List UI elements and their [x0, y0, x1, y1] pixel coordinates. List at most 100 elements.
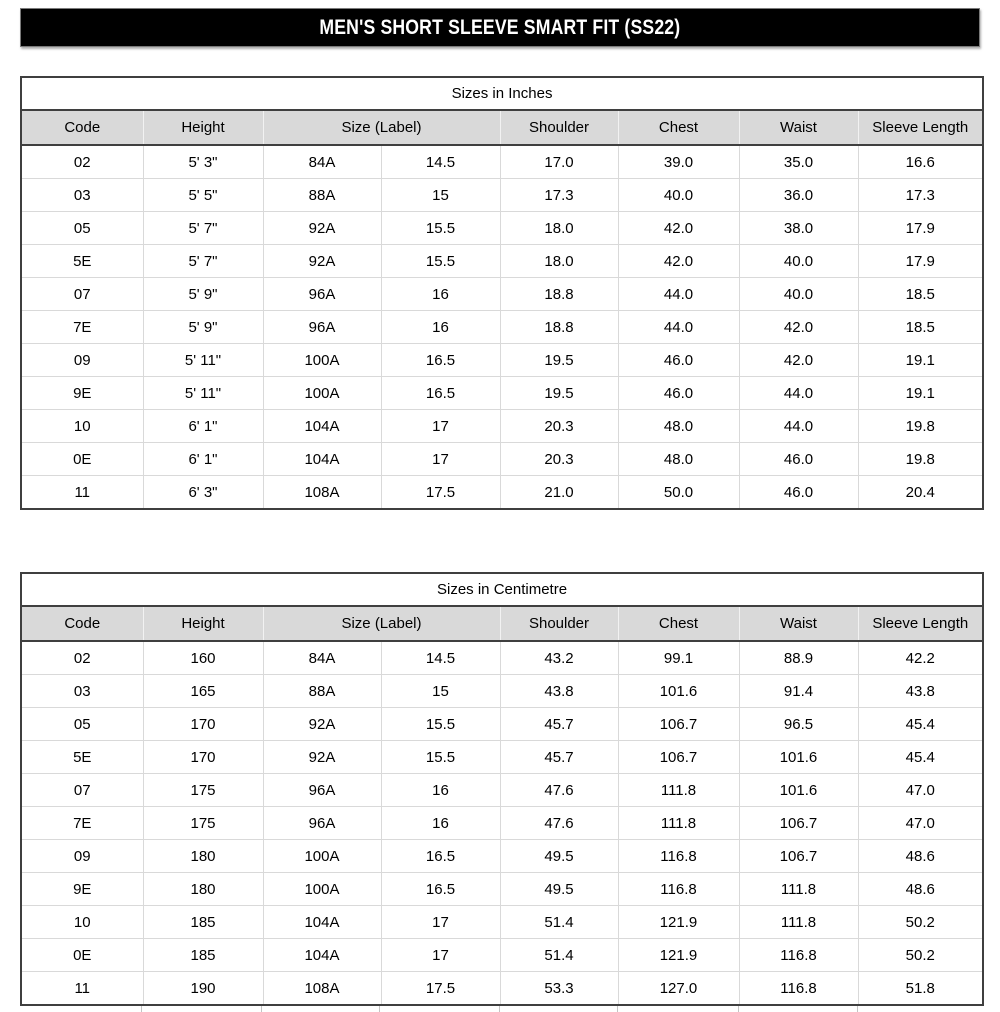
- table-row: 0E 6' 1" 104A 17 20.3 48.0 46.0 19.8: [20, 442, 984, 476]
- table-cell: 19.5: [499, 343, 619, 377]
- table-title-row: Sizes in Inches: [21, 77, 984, 111]
- table-cell: 46.0: [738, 475, 859, 510]
- table-cell: 17.0: [499, 144, 619, 179]
- table-cell: 121.9: [617, 905, 740, 939]
- table-cell: 170: [142, 707, 264, 741]
- table-cell: 14.5: [380, 640, 501, 675]
- table-cell: 104A: [262, 905, 382, 939]
- table-cell: 5' 3": [142, 144, 264, 179]
- table-cell: 16: [380, 310, 501, 344]
- table-row: 7E 5' 9" 96A 16 18.8 44.0 42.0 18.5: [20, 310, 984, 344]
- table-title: Sizes in Inches: [21, 77, 984, 111]
- table-cell: 7E: [20, 310, 144, 344]
- table-cell: 121.9: [617, 938, 740, 972]
- table-cell: 45.7: [499, 707, 619, 741]
- table-cell: 9E: [20, 872, 144, 906]
- table-row: 03 5' 5" 88A 15 17.3 40.0 36.0 17.3: [20, 178, 984, 212]
- table-cell: 17: [380, 905, 501, 939]
- column-header-chest: Chest: [617, 606, 739, 642]
- table-cell: 16: [380, 806, 501, 840]
- table-cell: 36.0: [738, 178, 859, 212]
- table-body-inches: 02 5' 3" 84A 14.5 17.0 39.0 35.0 16.6 03 5' 5" 88A…: [20, 144, 984, 510]
- table-cell: 20.3: [499, 409, 619, 443]
- column-header-sleeve-length: Sleeve Length: [857, 110, 984, 146]
- table-cell: 106.7: [617, 707, 740, 741]
- column-header-size-label: Size (Label): [262, 606, 500, 642]
- table-row: 5E 170 92A 15.5 45.7 106.7 101.6 45.4: [20, 740, 984, 774]
- title-bar: MEN'S SHORT SLEEVE SMART FIT (SS22): [20, 8, 980, 47]
- table-cell: 106.7: [738, 806, 859, 840]
- column-header-height: Height: [142, 110, 263, 146]
- table-cell: 02: [20, 144, 144, 179]
- table-cell: 5' 5": [142, 178, 264, 212]
- table-cell: 19.8: [857, 442, 984, 476]
- table-cell: 111.8: [738, 872, 859, 906]
- table-cell: 6' 3": [142, 475, 264, 510]
- table-cell: 16: [380, 277, 501, 311]
- table-cell: 47.0: [857, 773, 984, 807]
- table-cell: 175: [142, 773, 264, 807]
- sizes-table-centimetre: Sizes in Centimetre Code Height Size (La…: [20, 572, 985, 1006]
- table-cell: 104A: [262, 938, 382, 972]
- table-title-row: Sizes in Centimetre: [21, 573, 984, 607]
- table-cell: 40.0: [738, 277, 859, 311]
- table-cell: 15: [380, 674, 501, 708]
- table-cell: 17: [380, 442, 501, 476]
- table-row: 7E 175 96A 16 47.6 111.8 106.7 47.0: [20, 806, 984, 840]
- table-cell: 05: [20, 211, 144, 245]
- table-cell: 42.0: [617, 211, 740, 245]
- table-cell: 100A: [262, 872, 382, 906]
- table-cell: 03: [20, 178, 144, 212]
- table-cell: 16: [380, 773, 501, 807]
- table-cell: 15.5: [380, 707, 501, 741]
- table-cell: 92A: [262, 244, 382, 278]
- table-cell: 16.5: [380, 376, 501, 410]
- table-cell: 43.8: [857, 674, 984, 708]
- table-cell: 19.1: [857, 343, 984, 377]
- table-cell: 21.0: [499, 475, 619, 510]
- table-cell: 170: [142, 740, 264, 774]
- table-cell: 111.8: [738, 905, 859, 939]
- table-cell: 07: [20, 773, 144, 807]
- page-title: MEN'S SHORT SLEEVE SMART FIT (SS22): [319, 15, 681, 39]
- table-cell: 5' 11": [142, 343, 264, 377]
- table-cell: 91.4: [738, 674, 859, 708]
- table-cell: 51.4: [499, 905, 619, 939]
- header-row: Code Height Size (Label) Shoulder Chest …: [21, 110, 984, 146]
- table-cell: 88A: [262, 674, 382, 708]
- table-cell: 19.1: [857, 376, 984, 410]
- table-cell: 92A: [262, 740, 382, 774]
- table-cell: 51.4: [499, 938, 619, 972]
- table-cell: 100A: [262, 343, 382, 377]
- table-cell: 38.0: [738, 211, 859, 245]
- table-cell: 50.2: [857, 905, 984, 939]
- table-cell: 10: [20, 905, 144, 939]
- table-cell: 100A: [262, 839, 382, 873]
- table-cell: 42.0: [617, 244, 740, 278]
- table-row: 11 6' 3" 108A 17.5 21.0 50.0 46.0 20.4: [20, 475, 984, 510]
- table-cell: 10: [20, 409, 144, 443]
- table-cell: 20.3: [499, 442, 619, 476]
- table-cell: 48.6: [857, 839, 984, 873]
- table-cell: 88A: [262, 178, 382, 212]
- table-cell: 19.5: [499, 376, 619, 410]
- table-cell: 108A: [262, 475, 382, 510]
- table-cell: 5' 9": [142, 310, 264, 344]
- table-cell: 111.8: [617, 773, 740, 807]
- table-cell: 15.5: [380, 244, 501, 278]
- table-cell: 92A: [262, 707, 382, 741]
- table-cell: 50.2: [857, 938, 984, 972]
- table-cell: 6' 1": [142, 409, 264, 443]
- table-row: 05 5' 7" 92A 15.5 18.0 42.0 38.0 17.9: [20, 211, 984, 245]
- table-cell: 44.0: [738, 409, 859, 443]
- table-cell: 0E: [20, 938, 144, 972]
- table-cell: 100A: [262, 376, 382, 410]
- table-row: 0E 185 104A 17 51.4 121.9 116.8 50.2: [20, 938, 984, 972]
- table-cell: 92A: [262, 211, 382, 245]
- table-cell: 180: [142, 872, 264, 906]
- table-cell: 17.9: [857, 211, 984, 245]
- table-cell: 18.8: [499, 277, 619, 311]
- table-cell: 19.8: [857, 409, 984, 443]
- table-cell: 18.5: [857, 277, 984, 311]
- table-cell: 40.0: [617, 178, 740, 212]
